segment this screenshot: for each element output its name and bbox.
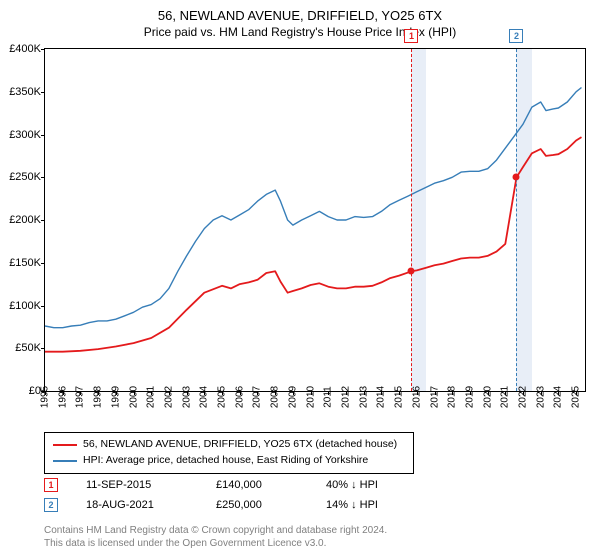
sale-point-dot: [408, 268, 415, 275]
x-tick-label: 2012: [340, 386, 351, 408]
sale-marker: 2: [509, 29, 523, 43]
y-tick-label: £150K: [9, 257, 41, 269]
x-tick-label: 1998: [93, 386, 104, 408]
legend-label: 56, NEWLAND AVENUE, DRIFFIELD, YO25 6TX …: [83, 437, 397, 453]
sales-table: 1 11-SEP-2015£140,00040% ↓ HPI 2 18-AUG-202…: [44, 478, 446, 518]
x-tick-label: 2000: [128, 386, 139, 408]
x-tick-label: 2024: [553, 386, 564, 408]
x-tick-label: 2017: [429, 386, 440, 408]
x-tick-label: 1996: [57, 386, 68, 408]
x-tick-label: 2005: [217, 386, 228, 408]
line-layer: [45, 49, 585, 391]
y-tick-label: £350K: [9, 86, 41, 98]
x-tick-label: 2025: [571, 386, 582, 408]
x-tick-label: 2021: [500, 386, 511, 408]
footer-line1: Contains HM Land Registry data © Crown c…: [44, 524, 387, 537]
x-tick-label: 2019: [464, 386, 475, 408]
legend-label: HPI: Average price, detached house, East…: [83, 453, 368, 469]
sales-row-marker: 2: [44, 498, 58, 512]
y-tick-label: £300K: [9, 129, 41, 141]
series-property: [45, 137, 582, 352]
sale-vertical-line: [516, 49, 517, 391]
sales-delta: 14% ↓ HPI: [326, 499, 446, 511]
chart-title: 56, NEWLAND AVENUE, DRIFFIELD, YO25 6TX: [0, 0, 600, 25]
x-tick-label: 2022: [518, 386, 529, 408]
y-tick-label: £250K: [9, 171, 41, 183]
x-tick-label: 2004: [199, 386, 210, 408]
legend-swatch: [53, 444, 77, 446]
sales-row: 1 11-SEP-2015£140,00040% ↓ HPI: [44, 478, 446, 492]
y-tick-label: £100K: [9, 300, 41, 312]
y-tick-label: £200K: [9, 214, 41, 226]
sales-price: £250,000: [216, 499, 326, 511]
x-tick-label: 2001: [146, 386, 157, 408]
y-tick-label: £50K: [15, 342, 41, 354]
x-tick-label: 2013: [358, 386, 369, 408]
x-tick-label: 2014: [376, 386, 387, 408]
sale-vertical-line: [411, 49, 412, 391]
sales-date: 18-AUG-2021: [86, 499, 216, 511]
legend-item: 56, NEWLAND AVENUE, DRIFFIELD, YO25 6TX …: [53, 437, 405, 453]
sales-row: 2 18-AUG-2021£250,00014% ↓ HPI: [44, 498, 446, 512]
chart-container: 56, NEWLAND AVENUE, DRIFFIELD, YO25 6TX …: [0, 0, 600, 560]
plot-area: £0£50K£100K£150K£200K£250K£300K£350K£400…: [44, 48, 586, 392]
x-tick-label: 2015: [394, 386, 405, 408]
y-tick-label: £400K: [9, 43, 41, 55]
series-hpi: [45, 88, 582, 328]
x-tick-label: 2010: [305, 386, 316, 408]
x-tick-label: 2018: [447, 386, 458, 408]
x-tick-label: 2016: [411, 386, 422, 408]
x-tick-label: 1995: [40, 386, 51, 408]
sales-price: £140,000: [216, 479, 326, 491]
footer-attribution: Contains HM Land Registry data © Crown c…: [44, 524, 387, 550]
x-tick-label: 2023: [535, 386, 546, 408]
x-tick-label: 2020: [482, 386, 493, 408]
x-tick-label: 1999: [110, 386, 121, 408]
x-tick-label: 1997: [75, 386, 86, 408]
legend-item: HPI: Average price, detached house, East…: [53, 453, 405, 469]
x-tick-label: 2002: [163, 386, 174, 408]
x-tick-label: 2007: [252, 386, 263, 408]
x-tick-label: 2003: [181, 386, 192, 408]
legend-swatch: [53, 460, 77, 462]
x-tick-label: 2006: [234, 386, 245, 408]
sales-row-marker: 1: [44, 478, 58, 492]
footer-line2: This data is licensed under the Open Gov…: [44, 537, 387, 550]
sale-point-dot: [513, 174, 520, 181]
sales-delta: 40% ↓ HPI: [326, 479, 446, 491]
x-tick-label: 2009: [287, 386, 298, 408]
sale-marker: 1: [404, 29, 418, 43]
x-tick-label: 2011: [323, 386, 334, 408]
sales-date: 11-SEP-2015: [86, 479, 216, 491]
legend: 56, NEWLAND AVENUE, DRIFFIELD, YO25 6TX …: [44, 432, 414, 474]
x-tick-label: 2008: [270, 386, 281, 408]
